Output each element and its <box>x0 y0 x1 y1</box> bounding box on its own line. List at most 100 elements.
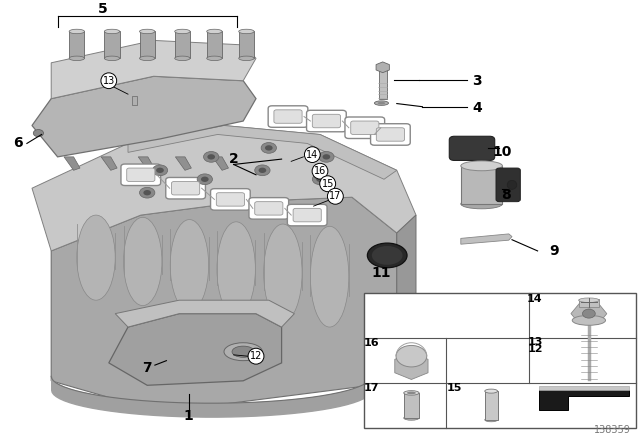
Polygon shape <box>461 234 512 244</box>
Text: 2: 2 <box>228 152 239 166</box>
Text: 3: 3 <box>472 74 482 88</box>
Polygon shape <box>397 215 416 349</box>
Circle shape <box>265 145 273 151</box>
Ellipse shape <box>507 181 517 190</box>
Text: 14: 14 <box>527 294 542 304</box>
Bar <box>69 31 84 58</box>
FancyBboxPatch shape <box>345 117 385 138</box>
Polygon shape <box>101 157 117 170</box>
FancyBboxPatch shape <box>376 128 404 141</box>
Polygon shape <box>539 390 629 410</box>
Bar <box>579 299 599 307</box>
Bar <box>364 293 636 428</box>
Ellipse shape <box>77 215 115 300</box>
Ellipse shape <box>232 346 254 358</box>
Ellipse shape <box>175 29 190 34</box>
Polygon shape <box>32 76 256 157</box>
Polygon shape <box>128 125 397 179</box>
FancyBboxPatch shape <box>211 189 250 210</box>
Ellipse shape <box>207 29 222 34</box>
Circle shape <box>582 309 595 318</box>
FancyBboxPatch shape <box>121 164 161 185</box>
FancyBboxPatch shape <box>216 193 244 206</box>
Text: 11: 11 <box>371 266 390 280</box>
Polygon shape <box>539 386 629 390</box>
Text: 15: 15 <box>447 383 462 392</box>
Text: 7: 7 <box>142 361 152 375</box>
Circle shape <box>140 187 155 198</box>
Circle shape <box>312 174 328 185</box>
Ellipse shape <box>484 418 497 422</box>
FancyBboxPatch shape <box>307 110 346 132</box>
Text: 15: 15 <box>321 179 334 189</box>
Polygon shape <box>138 157 154 170</box>
Text: 13: 13 <box>528 337 543 347</box>
Circle shape <box>316 177 324 182</box>
FancyBboxPatch shape <box>268 106 308 127</box>
FancyBboxPatch shape <box>293 208 321 222</box>
Circle shape <box>152 165 168 176</box>
Ellipse shape <box>461 161 502 171</box>
Bar <box>132 96 137 105</box>
Ellipse shape <box>407 392 416 394</box>
Ellipse shape <box>140 56 155 60</box>
FancyBboxPatch shape <box>127 168 155 181</box>
Text: 1: 1 <box>184 409 194 423</box>
Ellipse shape <box>104 29 120 34</box>
Ellipse shape <box>367 243 407 268</box>
Bar <box>404 393 419 418</box>
FancyBboxPatch shape <box>496 168 520 202</box>
FancyBboxPatch shape <box>166 177 205 199</box>
Circle shape <box>261 142 276 153</box>
Ellipse shape <box>404 391 419 395</box>
FancyBboxPatch shape <box>249 198 289 219</box>
Ellipse shape <box>264 224 302 322</box>
Text: 14: 14 <box>306 150 319 159</box>
Text: 16: 16 <box>364 338 379 348</box>
Text: 10: 10 <box>493 146 512 159</box>
Ellipse shape <box>239 29 254 34</box>
Polygon shape <box>175 157 191 170</box>
Circle shape <box>156 168 164 173</box>
Text: 17: 17 <box>364 383 379 392</box>
Circle shape <box>143 190 151 195</box>
Ellipse shape <box>224 343 262 361</box>
Polygon shape <box>115 300 294 327</box>
Bar <box>140 31 155 58</box>
Bar <box>461 166 502 204</box>
Text: 17: 17 <box>329 191 342 201</box>
Text: 13: 13 <box>102 76 115 86</box>
Bar <box>175 31 190 58</box>
Text: 138359: 138359 <box>593 426 630 435</box>
Ellipse shape <box>461 199 502 209</box>
FancyBboxPatch shape <box>371 124 410 145</box>
FancyBboxPatch shape <box>255 202 283 215</box>
Polygon shape <box>32 125 416 251</box>
Ellipse shape <box>374 101 388 105</box>
Ellipse shape <box>579 298 599 302</box>
Text: 4: 4 <box>472 101 482 115</box>
Ellipse shape <box>175 56 190 60</box>
FancyBboxPatch shape <box>449 136 495 160</box>
Polygon shape <box>64 157 80 170</box>
Circle shape <box>207 154 215 159</box>
Polygon shape <box>109 314 282 385</box>
Text: 12: 12 <box>528 345 543 354</box>
FancyBboxPatch shape <box>287 204 327 226</box>
Polygon shape <box>212 157 228 170</box>
Ellipse shape <box>170 220 209 311</box>
Circle shape <box>33 129 44 137</box>
Ellipse shape <box>372 246 403 265</box>
FancyBboxPatch shape <box>351 121 379 134</box>
Text: 9: 9 <box>548 244 559 258</box>
Ellipse shape <box>104 56 120 60</box>
Circle shape <box>201 177 209 182</box>
Polygon shape <box>51 197 397 412</box>
Ellipse shape <box>572 315 605 325</box>
Ellipse shape <box>124 217 162 306</box>
Text: 8: 8 <box>500 188 511 202</box>
Ellipse shape <box>239 56 254 60</box>
Ellipse shape <box>396 345 427 367</box>
FancyBboxPatch shape <box>172 181 200 195</box>
Circle shape <box>319 151 334 162</box>
